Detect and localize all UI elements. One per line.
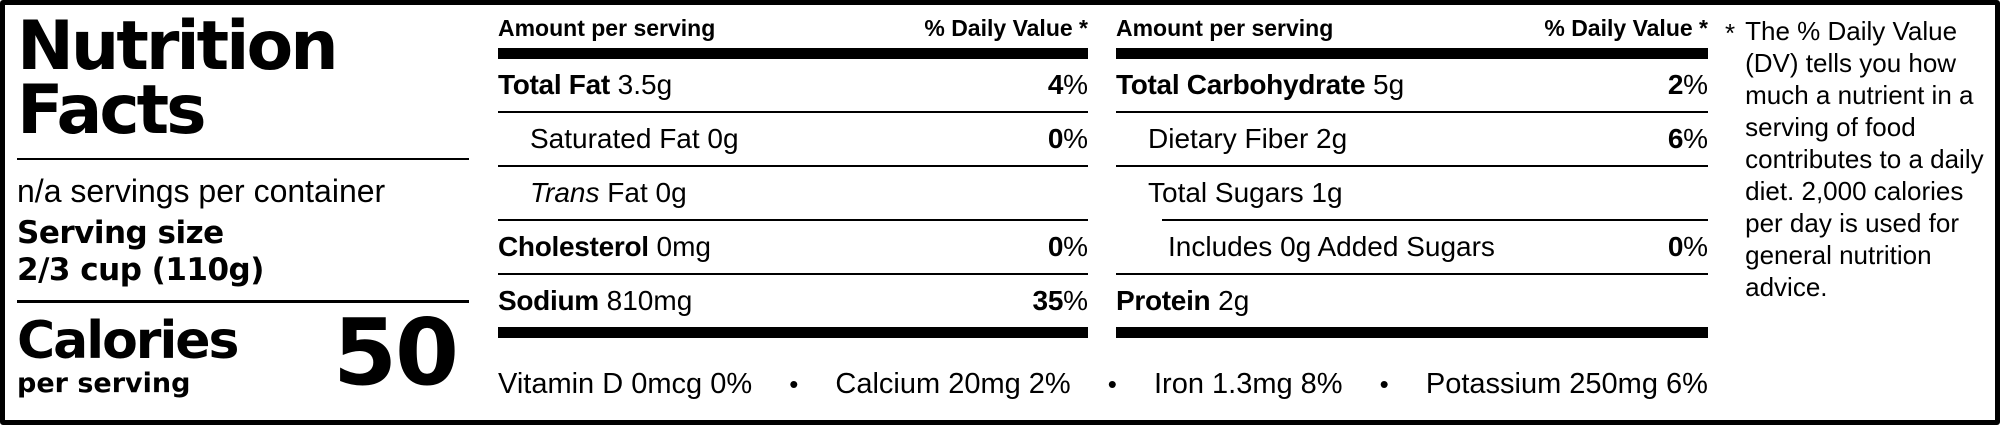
nutrient-name: Protein 2g: [1116, 285, 1250, 316]
daily-value-header: % Daily Value *: [924, 15, 1088, 41]
nutrient-name: Sodium 810mg: [498, 285, 693, 316]
serving-size-label: Serving size: [17, 215, 224, 251]
nutrient-name: Total Carbohydrate 5g: [1116, 69, 1405, 100]
nutrient-rows: Total Fat 3.5g 4% Saturated Fat 0g 0% Trans …: [498, 59, 1088, 327]
nutrient-row: Includes 0g Added Sugars 0%: [1116, 221, 1708, 273]
micronutrients-row: Vitamin D 0mcg 0% • Calcium 20mg 2% • Iron 1…: [498, 353, 1708, 415]
calories-label: Calories: [17, 311, 240, 371]
nutrient-row: Trans Fat 0g: [498, 167, 1088, 219]
thick-rule: [1116, 327, 1708, 338]
daily-value-percent: 2%: [1667, 69, 1708, 100]
label-header-panel: Nutrition Facts n/a servings per contain…: [17, 9, 469, 399]
servings-per-container: n/a servings per container: [17, 173, 386, 209]
daily-value-percent: 0%: [1047, 231, 1088, 262]
footnote-text: The % Daily Value (DV) tells you how muc…: [1745, 16, 1984, 302]
daily-value-percent: 6%: [1667, 123, 1708, 154]
serving-size-value: 2/3 cup (110g): [17, 252, 264, 288]
bullet-separator: •: [1107, 368, 1117, 399]
nutrient-name: Total Fat 3.5g: [498, 69, 673, 100]
nutrient-name: Dietary Fiber 2g: [1148, 123, 1348, 154]
thick-rule: [498, 48, 1088, 59]
row-divider: [1162, 219, 1708, 221]
serving-size: Serving size 2/3 cup (110g): [17, 215, 469, 289]
thick-rule: [498, 327, 1088, 338]
nutrient-name: Trans Fat 0g: [530, 177, 687, 208]
nutrient-name: Total Sugars 1g: [1148, 177, 1343, 208]
nutrient-row: Cholesterol 0mg 0%: [498, 221, 1088, 273]
label-title: Nutrition Facts: [17, 7, 469, 150]
daily-value-footnote: * The % Daily Value (DV) tells you how m…: [1725, 15, 1993, 303]
row-divider: [498, 165, 1088, 167]
column-header: Amount per serving % Daily Value *: [1116, 10, 1708, 48]
nutrient-name: Saturated Fat 0g: [530, 123, 739, 154]
calories-value: 50: [332, 299, 459, 406]
daily-value-percent: 0%: [1667, 231, 1708, 262]
row-divider: [1116, 273, 1708, 275]
label-title-line2: Facts: [17, 71, 207, 150]
row-divider: [1116, 111, 1708, 113]
nutrient-row: Total Fat 3.5g 4%: [498, 59, 1088, 111]
nutrient-row: Sodium 810mg 35%: [498, 275, 1088, 327]
label-title-line1: Nutrition: [17, 7, 339, 86]
nutrient-row: Total Carbohydrate 5g 2%: [1116, 59, 1708, 111]
calories-unit: per serving: [17, 368, 191, 399]
micronutrient-item: Calcium 20mg 2%: [835, 367, 1071, 400]
row-divider: [498, 219, 1088, 221]
nutrient-rows: Total Carbohydrate 5g 2% Dietary Fiber 2g 6…: [1116, 59, 1708, 327]
footnote-asterisk: *: [1725, 18, 1736, 48]
calories-section: Calories per serving 50: [17, 307, 469, 399]
row-divider: [1116, 165, 1708, 167]
nutrition-column-carb: Amount per serving % Daily Value * Total…: [1116, 10, 1708, 420]
daily-value-header: % Daily Value *: [1544, 15, 1708, 41]
nutrient-row: Saturated Fat 0g 0%: [498, 113, 1088, 165]
nutrient-row: Dietary Fiber 2g 6%: [1116, 113, 1708, 165]
divider: [17, 158, 469, 160]
column-header: Amount per serving % Daily Value *: [498, 10, 1088, 48]
bullet-separator: •: [1379, 368, 1389, 399]
micronutrient-item: Potassium 250mg 6%: [1425, 367, 1708, 400]
amount-per-serving-header: Amount per serving: [1116, 15, 1334, 41]
row-divider: [498, 273, 1088, 275]
bullet-separator: •: [789, 368, 799, 399]
daily-value-percent: 35%: [1032, 285, 1088, 316]
divider: [17, 300, 469, 303]
nutrient-row: Total Sugars 1g: [1116, 167, 1708, 219]
thick-rule: [1116, 48, 1708, 59]
nutrient-name: Includes 0g Added Sugars: [1168, 231, 1495, 262]
row-divider: [498, 111, 1088, 113]
nutrient-name: Cholesterol 0mg: [498, 231, 711, 262]
nutrition-column-fat: Amount per serving % Daily Value * Total…: [498, 10, 1088, 420]
nutrient-row: Protein 2g: [1116, 275, 1708, 327]
micronutrient-item: Vitamin D 0mcg 0%: [498, 367, 753, 400]
amount-per-serving-header: Amount per serving: [498, 15, 716, 41]
daily-value-percent: 0%: [1047, 123, 1088, 154]
micronutrient-item: Iron 1.3mg 8%: [1153, 367, 1343, 400]
daily-value-percent: 4%: [1047, 69, 1088, 100]
